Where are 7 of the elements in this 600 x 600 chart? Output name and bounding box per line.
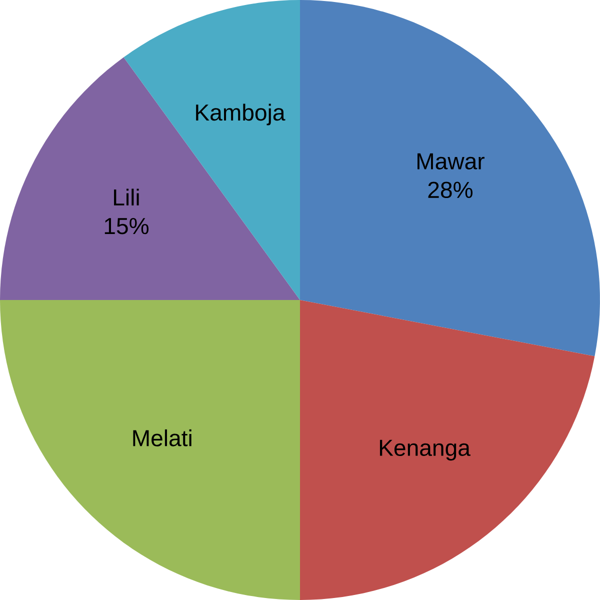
data-label: 28%: [428, 182, 473, 198]
data-label: 15%: [104, 218, 149, 234]
slice-label: Kenanga: [380, 440, 470, 461]
slice-label: Kamboja: [196, 104, 286, 126]
slice-label: Lili: [114, 188, 139, 206]
slice-label: Mawar: [418, 153, 484, 170]
slice-label: Melati: [133, 429, 192, 446]
